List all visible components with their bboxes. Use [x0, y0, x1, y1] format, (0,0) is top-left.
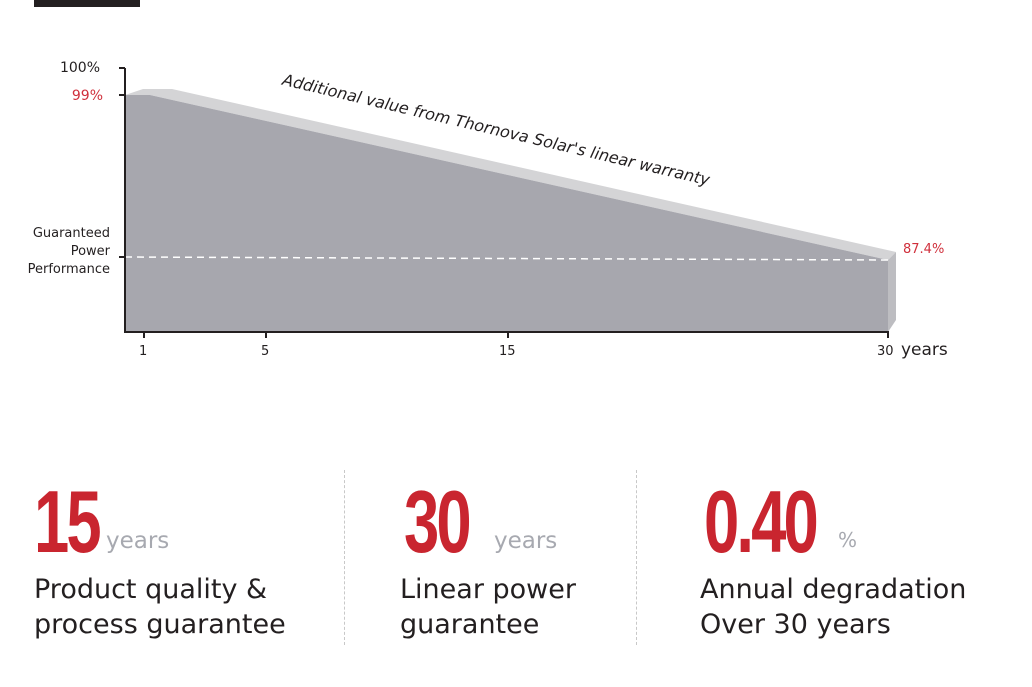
- stat-description: Product quality & process guarantee: [34, 572, 286, 642]
- performance-area: [125, 95, 888, 332]
- divider: [344, 470, 345, 645]
- x-tick-5: 5: [261, 344, 270, 359]
- stat-description: Annual degradation Over 30 years: [700, 572, 966, 642]
- x-tick-15: 15: [499, 344, 516, 359]
- stat-unit: %: [838, 528, 858, 552]
- y-tick-99: 99%: [71, 88, 103, 104]
- stat-unit: years: [494, 528, 558, 554]
- stat-unit: years: [106, 528, 170, 554]
- x-tick-1: 1: [139, 344, 148, 359]
- stat-value: 0.40: [704, 472, 819, 571]
- stat-desc-line: guarantee: [400, 609, 540, 640]
- divider: [636, 470, 637, 645]
- y-tick-100: 100%: [59, 60, 100, 76]
- guarantee-label: Guaranteed Power Performance: [27, 226, 110, 277]
- end-value-label: 87.4%: [903, 242, 945, 257]
- right-face: [888, 252, 896, 332]
- stat-value: 30: [404, 472, 472, 571]
- stat-desc-line: Over 30 years: [700, 609, 891, 640]
- stat-desc-line: Annual degradation: [700, 574, 967, 605]
- stat-description: Linear power guarantee: [400, 572, 576, 642]
- stat-value: 15: [34, 472, 102, 571]
- stat-desc-line: Linear power: [400, 574, 576, 605]
- stat-desc-line: process guarantee: [34, 609, 286, 640]
- warranty-chart: [119, 67, 896, 338]
- warranty-band: [125, 89, 896, 260]
- stat-desc-line: Product quality &: [34, 574, 268, 605]
- x-tick-30: 30: [877, 344, 894, 359]
- top-accent-bar: [34, 0, 140, 7]
- x-unit: years: [901, 340, 948, 360]
